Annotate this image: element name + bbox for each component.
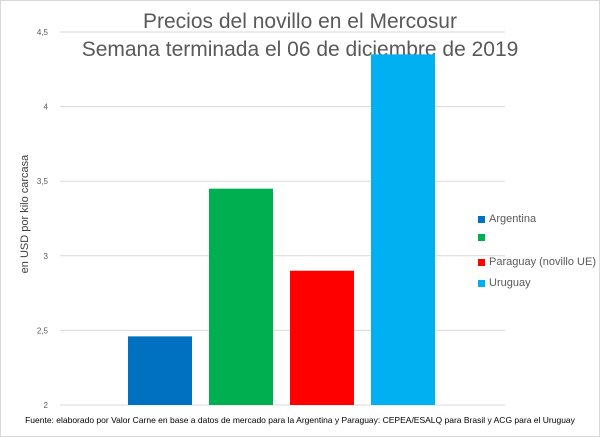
legend-item [478,234,489,241]
bar-series-2 [209,188,273,405]
y-tick-label: 2 [44,401,49,410]
legend-swatch [478,279,485,287]
legend-swatch [478,258,485,266]
legend-swatch [478,215,485,223]
legend-item: Argentina [478,213,536,225]
bar-uruguay [371,54,435,405]
bar-argentina [128,336,192,405]
legend-swatch [478,234,485,241]
legend-label: Uruguay [489,277,531,289]
chart-title: Precios del novillo en el Mercosur [143,10,457,33]
y-tick-label: 3,5 [37,177,49,186]
legend-item: Paraguay (novillo UE) [478,256,596,268]
y-tick-label: 4 [44,103,49,112]
y-tick-label: 4,5 [37,28,49,37]
legend-label: Paraguay (novillo UE) [489,256,596,268]
y-tick-label: 3 [44,252,49,261]
source-note: Fuente: elaborado por Valor Carne en bas… [25,415,575,425]
legend-item: Uruguay [478,277,531,289]
bar-paraguay [290,270,354,405]
legend-label: Argentina [489,213,537,225]
y-tick-label: 2,5 [37,326,49,335]
